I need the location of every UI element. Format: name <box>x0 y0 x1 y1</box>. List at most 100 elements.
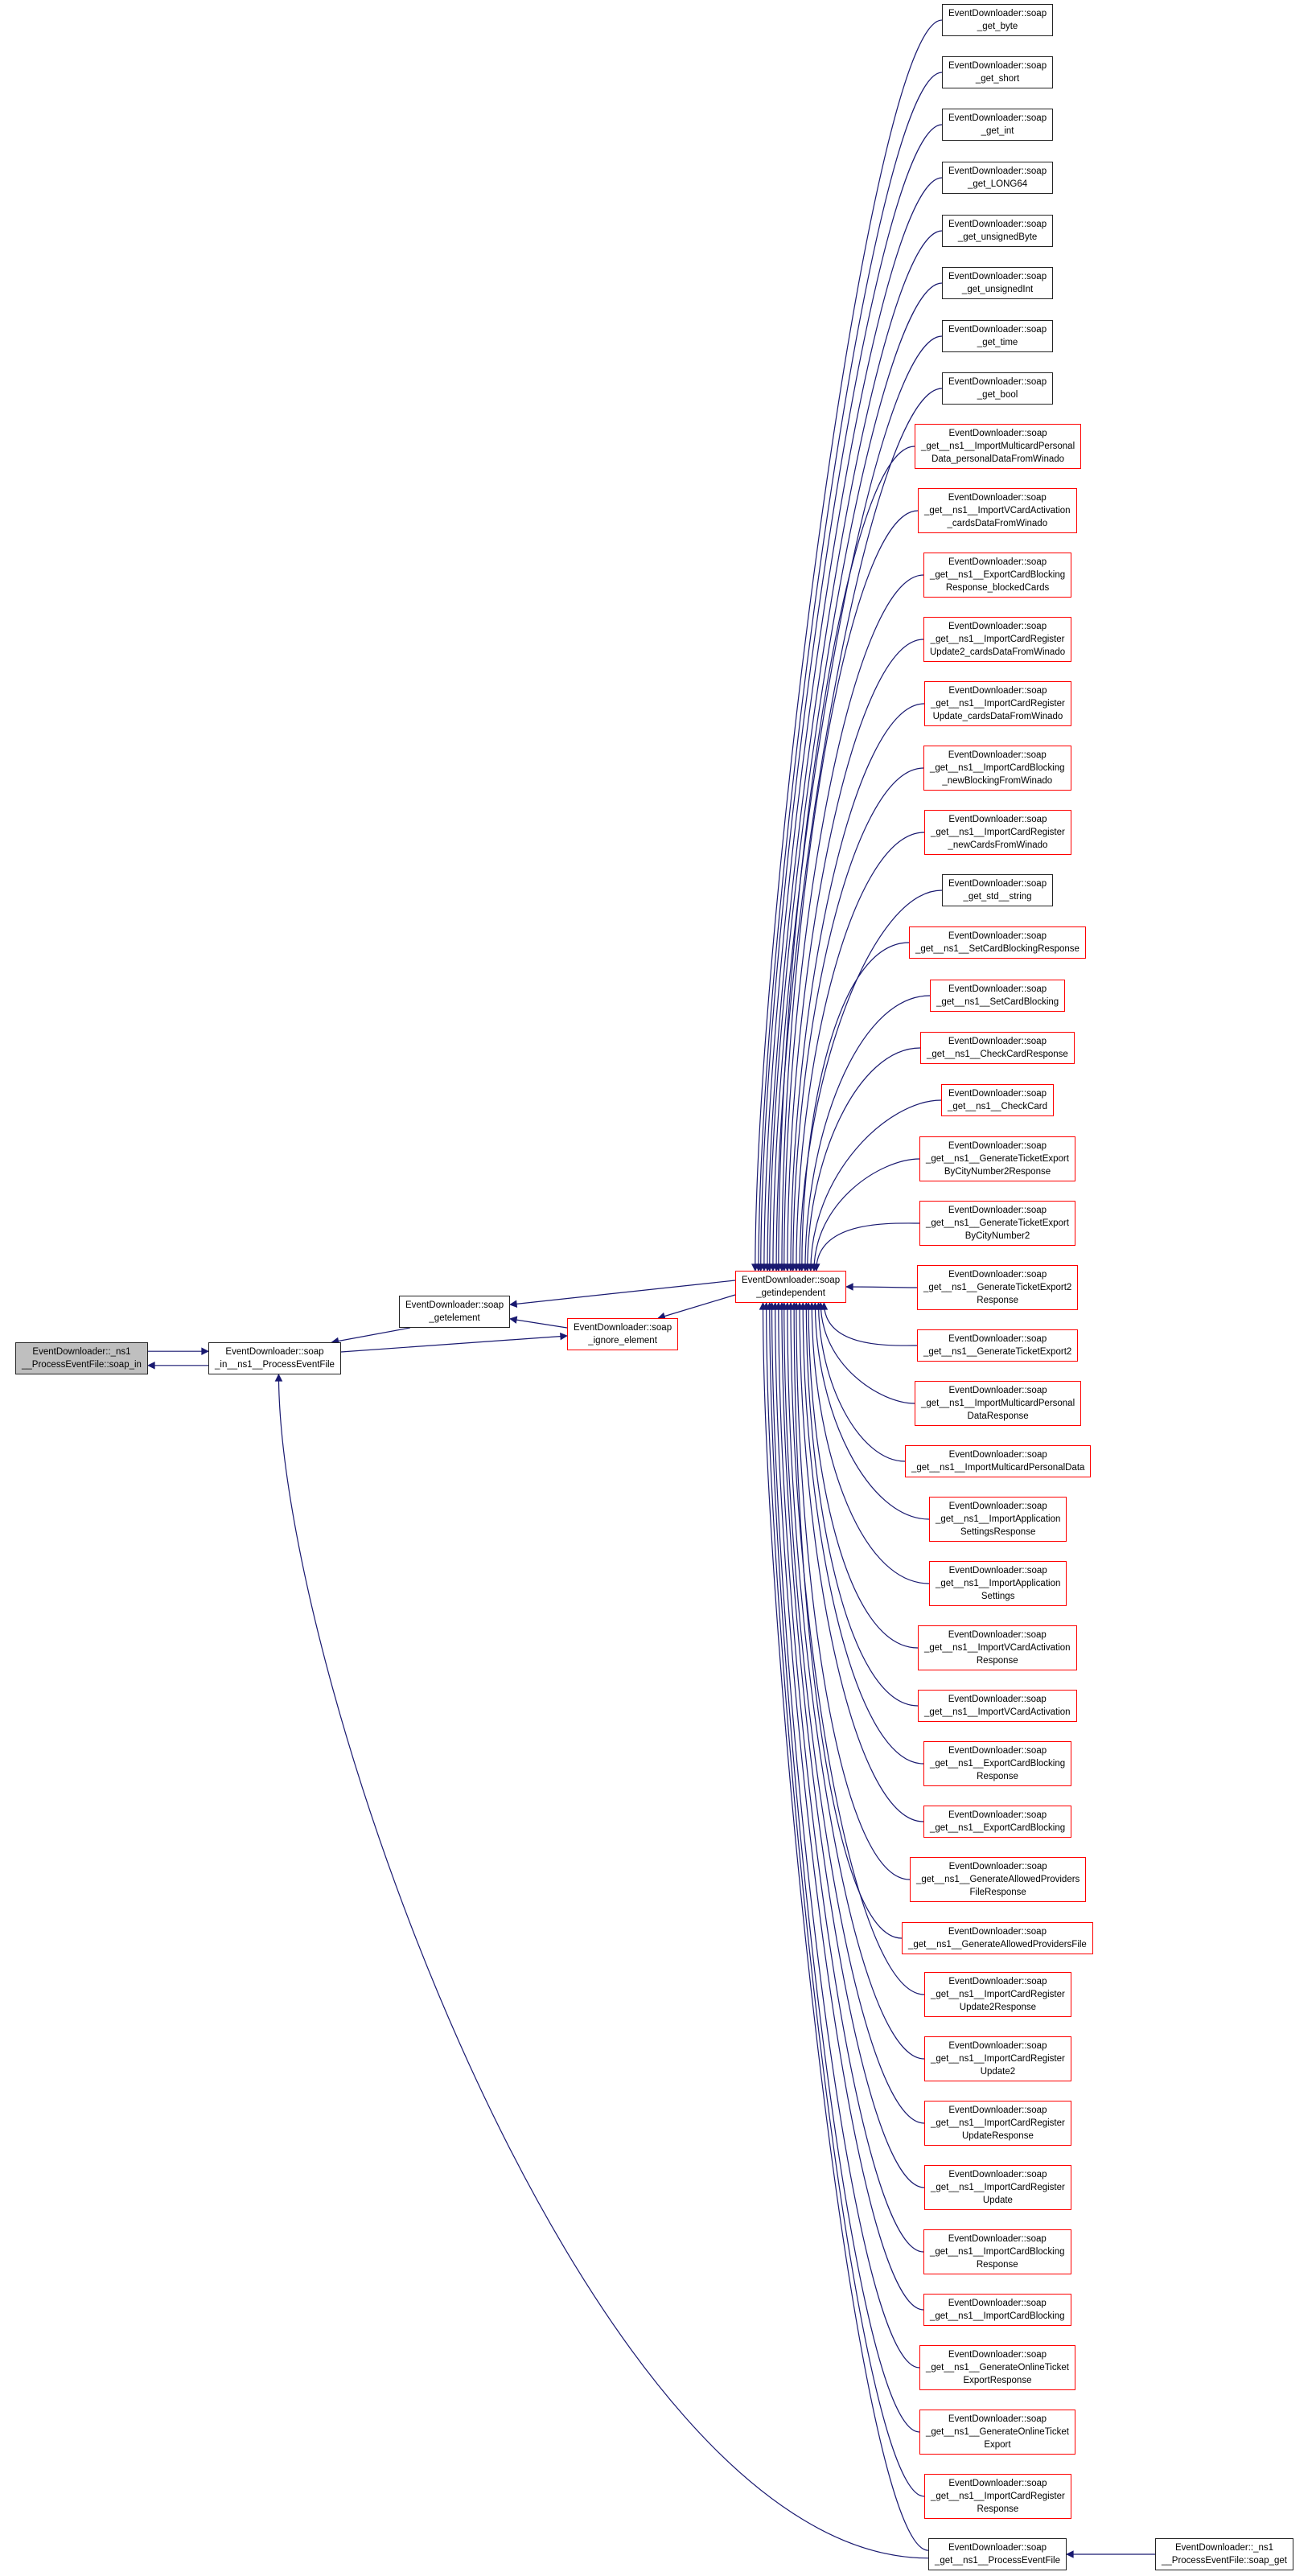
graph-node-r35[interactable]: EventDownloader::soap _get__ns1__ImportCa… <box>924 1972 1071 2017</box>
graph-node-label-line: _get__ns1__GenerateOnlineTicket <box>926 2427 1069 2437</box>
graph-node-r32[interactable]: EventDownloader::soap _get__ns1__ExportCa… <box>923 1806 1072 1838</box>
graph-node-label-line: UpdateResponse <box>961 2131 1034 2141</box>
graph-node-r38[interactable]: EventDownloader::soap _get__ns1__ImportCa… <box>924 2165 1071 2210</box>
call-edge-r20-to-getindependent <box>807 1099 942 1272</box>
call-edge-r33-to-getindependent <box>792 1302 911 1880</box>
graph-node-r25[interactable]: EventDownloader::soap _get__ns1__ImportMu… <box>915 1381 1082 1426</box>
graph-node-r8[interactable]: EventDownloader::soap _get_bool <box>942 372 1054 405</box>
graph-node-label-line: EventDownloader::soap <box>948 1206 1047 1215</box>
graph-node-r15[interactable]: EventDownloader::soap _get__ns1__ImportCa… <box>924 810 1071 855</box>
graph-node-r2[interactable]: EventDownloader::soap _get_short <box>942 56 1054 88</box>
graph-node-r43[interactable]: EventDownloader::soap _get__ns1__ImportCa… <box>924 2474 1071 2519</box>
graph-node-r29[interactable]: EventDownloader::soap _get__ns1__ImportVC… <box>918 1625 1077 1670</box>
graph-node-label-line: Update2_cardsDataFromWinado <box>930 647 1066 657</box>
graph-node-r5[interactable]: EventDownloader::soap _get_unsignedByte <box>942 215 1054 247</box>
graph-node-label-line: EventDownloader::soap <box>948 1270 1047 1280</box>
graph-node-label-line: _get__ns1__ImportApplication <box>936 1514 1061 1524</box>
graph-node-r1[interactable]: EventDownloader::soap _get_byte <box>942 4 1054 36</box>
graph-node-r22[interactable]: EventDownloader::soap _get__ns1__Generate… <box>919 1201 1075 1246</box>
graph-node-label-line: _get_time <box>977 338 1018 347</box>
graph-node-label-line: _get__ns1__ImportCardBlocking <box>930 763 1065 773</box>
graph-node-r10[interactable]: EventDownloader::soap _get__ns1__ImportVC… <box>918 488 1077 533</box>
graph-node-r9[interactable]: EventDownloader::soap _get__ns1__ImportMu… <box>915 424 1082 469</box>
graph-node-label-line: EventDownloader::soap <box>948 9 1047 18</box>
call-edge-r3-to-getindependent <box>756 124 943 1272</box>
call-edge-r26-to-getindependent <box>814 1302 906 1462</box>
graph-node-label-line: _get__ns1__ImportCardRegister <box>930 635 1065 644</box>
graph-node-label-line: _get__ns1__ImportMulticardPersonal <box>921 1399 1075 1408</box>
graph-node-label-line: _newBlockingFromWinado <box>942 776 1053 786</box>
graph-node-label-line: _get__ns1__GenerateTicketExport2 <box>923 1283 1072 1292</box>
graph-node-r24[interactable]: EventDownloader::soap _get__ns1__Generate… <box>917 1329 1079 1362</box>
graph-node-r27[interactable]: EventDownloader::soap _get__ns1__ImportAp… <box>929 1497 1067 1542</box>
graph-node-r18[interactable]: EventDownloader::soap _get__ns1__SetCardB… <box>930 980 1066 1012</box>
graph-node-r6[interactable]: EventDownloader::soap _get_unsignedInt <box>942 267 1054 299</box>
graph-node-r14[interactable]: EventDownloader::soap_get__ns1__ImportCa… <box>923 746 1071 791</box>
graph-node-r16[interactable]: EventDownloader::soap_get_std__string <box>942 874 1054 906</box>
graph-node-r20[interactable]: EventDownloader::soap _get__ns1__CheckCar… <box>941 1084 1055 1116</box>
graph-node-label-line: EventDownloader::soap <box>948 815 1047 824</box>
graph-node-label-line: _get_short <box>975 74 1020 84</box>
graph-node-label-line: _get__ns1__GenerateAllowedProvidersFile <box>908 1940 1087 1949</box>
graph-node-getelement[interactable]: EventDownloader::soap _getelement <box>399 1296 511 1328</box>
graph-node-getindependent[interactable]: EventDownloader::soap _getindependent <box>735 1271 847 1303</box>
graph-node-r4[interactable]: EventDownloader::soap _get_LONG64 <box>942 162 1054 194</box>
graph-node-r26[interactable]: EventDownloader::soap _get__ns1__ImportMu… <box>905 1445 1092 1477</box>
call-edge-r30-to-getindependent <box>802 1302 919 1707</box>
graph-node-r23[interactable]: EventDownloader::soap_get__ns1__Generate… <box>917 1265 1079 1310</box>
graph-node-r44[interactable]: EventDownloader::soap _get__ns1__ProcessE… <box>928 2538 1067 2570</box>
graph-node-label-line: EventDownloader::soap <box>948 1862 1047 1871</box>
graph-node-label-line: EventDownloader::soap <box>948 2170 1047 2180</box>
call-edge-r36-to-getindependent <box>783 1302 925 2060</box>
graph-node-r17[interactable]: EventDownloader::soap _get__ns1__SetCardB… <box>909 926 1086 959</box>
graph-node-label-line: _cardsDataFromWinado <box>947 519 1048 528</box>
graph-node-r40[interactable]: EventDownloader::soap _get__ns1__ImportCa… <box>923 2294 1071 2326</box>
graph-node-r41[interactable]: EventDownloader::soap _get__ns1__Generate… <box>919 2345 1075 2390</box>
graph-node-label-line: __ProcessEventFile::soap_get <box>1162 2556 1287 2566</box>
graph-node-label-line: EventDownloader::soap <box>948 325 1047 335</box>
graph-node-r7[interactable]: EventDownloader::soap_get_time <box>942 320 1054 352</box>
graph-node-r12[interactable]: EventDownloader::soap_get__ns1__ImportCa… <box>923 617 1072 662</box>
graph-node-label-line: __ProcessEventFile::soap_in <box>22 1360 142 1370</box>
graph-node-r37[interactable]: EventDownloader::soap _get__ns1__ImportCa… <box>924 2101 1071 2146</box>
graph-node-label-line: EventDownloader::soap <box>948 622 1047 631</box>
graph-node-label-line: _get__ns1__ImportCardRegister <box>931 2492 1065 2501</box>
graph-node-r28[interactable]: EventDownloader::soap _get__ns1__ImportAp… <box>929 1561 1067 1606</box>
graph-node-label-line: _get__ns1__ImportMulticardPersonalData <box>911 1463 1085 1473</box>
graph-node-label-line: _get__ns1__ImportMulticardPersonal <box>921 442 1075 451</box>
graph-node-r36[interactable]: EventDownloader::soap _get__ns1__ImportCa… <box>924 2036 1071 2081</box>
graph-node-label-line: EventDownloader::soap <box>574 1323 672 1333</box>
call-edge-r25-to-getindependent <box>816 1302 915 1404</box>
graph-node-soap-in-fn[interactable]: EventDownloader::soap _in__ns1__ProcessEv… <box>208 1342 341 1374</box>
graph-node-label-line: _get_std__string <box>963 892 1032 902</box>
graph-node-r19[interactable]: EventDownloader::soap _get__ns1__CheckCar… <box>920 1032 1075 1064</box>
graph-node-r21[interactable]: EventDownloader::soap _get__ns1__Generate… <box>919 1136 1075 1181</box>
graph-node-soap-in-method: EventDownloader::_ns1 __ProcessEventFile:… <box>15 1342 148 1374</box>
graph-node-label-line: _get__ns1__GenerateOnlineTicket <box>926 2363 1069 2373</box>
graph-node-r39[interactable]: EventDownloader::soap _get__ns1__ImportCa… <box>923 2229 1071 2274</box>
graph-node-r3[interactable]: EventDownloader::soap _get_int <box>942 109 1054 141</box>
graph-node-r13[interactable]: EventDownloader::soap _get__ns1__ImportCa… <box>924 681 1071 726</box>
graph-node-label-line: EventDownloader::soap <box>948 1334 1047 1344</box>
graph-node-r11[interactable]: EventDownloader::soap _get__ns1__ExportCa… <box>923 553 1072 598</box>
graph-node-label-line: _get__ns1__SetCardBlockingResponse <box>915 944 1080 954</box>
graph-node-label-line: EventDownloader::soap <box>948 1037 1047 1046</box>
graph-node-r30[interactable]: EventDownloader::soap _get__ns1__ImportVC… <box>918 1690 1077 1722</box>
graph-node-r33[interactable]: EventDownloader::soap _get__ns1__Generate… <box>910 1857 1087 1902</box>
graph-node-label-line: EventDownloader::soap <box>948 879 1047 889</box>
graph-node-label-line: _get__ns1__SetCardBlocking <box>936 997 1059 1007</box>
graph-node-r31[interactable]: EventDownloader::soap _get__ns1__ExportCa… <box>923 1741 1072 1786</box>
call-edge-r22-to-getindependent <box>812 1222 920 1272</box>
call-edge-r21-to-getindependent <box>810 1158 920 1272</box>
graph-node-ignore-element[interactable]: EventDownloader::soap _ignore_element <box>567 1318 679 1350</box>
graph-node-label-line: Update <box>982 2196 1013 2205</box>
graph-node-r34[interactable]: EventDownloader::soap _get__ns1__Generate… <box>902 1922 1093 1954</box>
graph-node-label-line: _get_bool <box>977 390 1018 400</box>
graph-node-label-line: _get_LONG64 <box>967 179 1028 189</box>
graph-node-label-line: EventDownloader::soap <box>948 557 1047 567</box>
graph-node-soap-get-method[interactable]: EventDownloader::_ns1 __ProcessEventFile:… <box>1155 2538 1293 2570</box>
graph-node-label-line: EventDownloader::soap <box>948 2234 1047 2244</box>
graph-node-r42[interactable]: EventDownloader::soap _get__ns1__Generate… <box>919 2410 1075 2455</box>
call-edge-r41-to-getindependent <box>767 1302 920 2369</box>
graph-node-label-line: EventDownloader::soap <box>948 750 1047 760</box>
